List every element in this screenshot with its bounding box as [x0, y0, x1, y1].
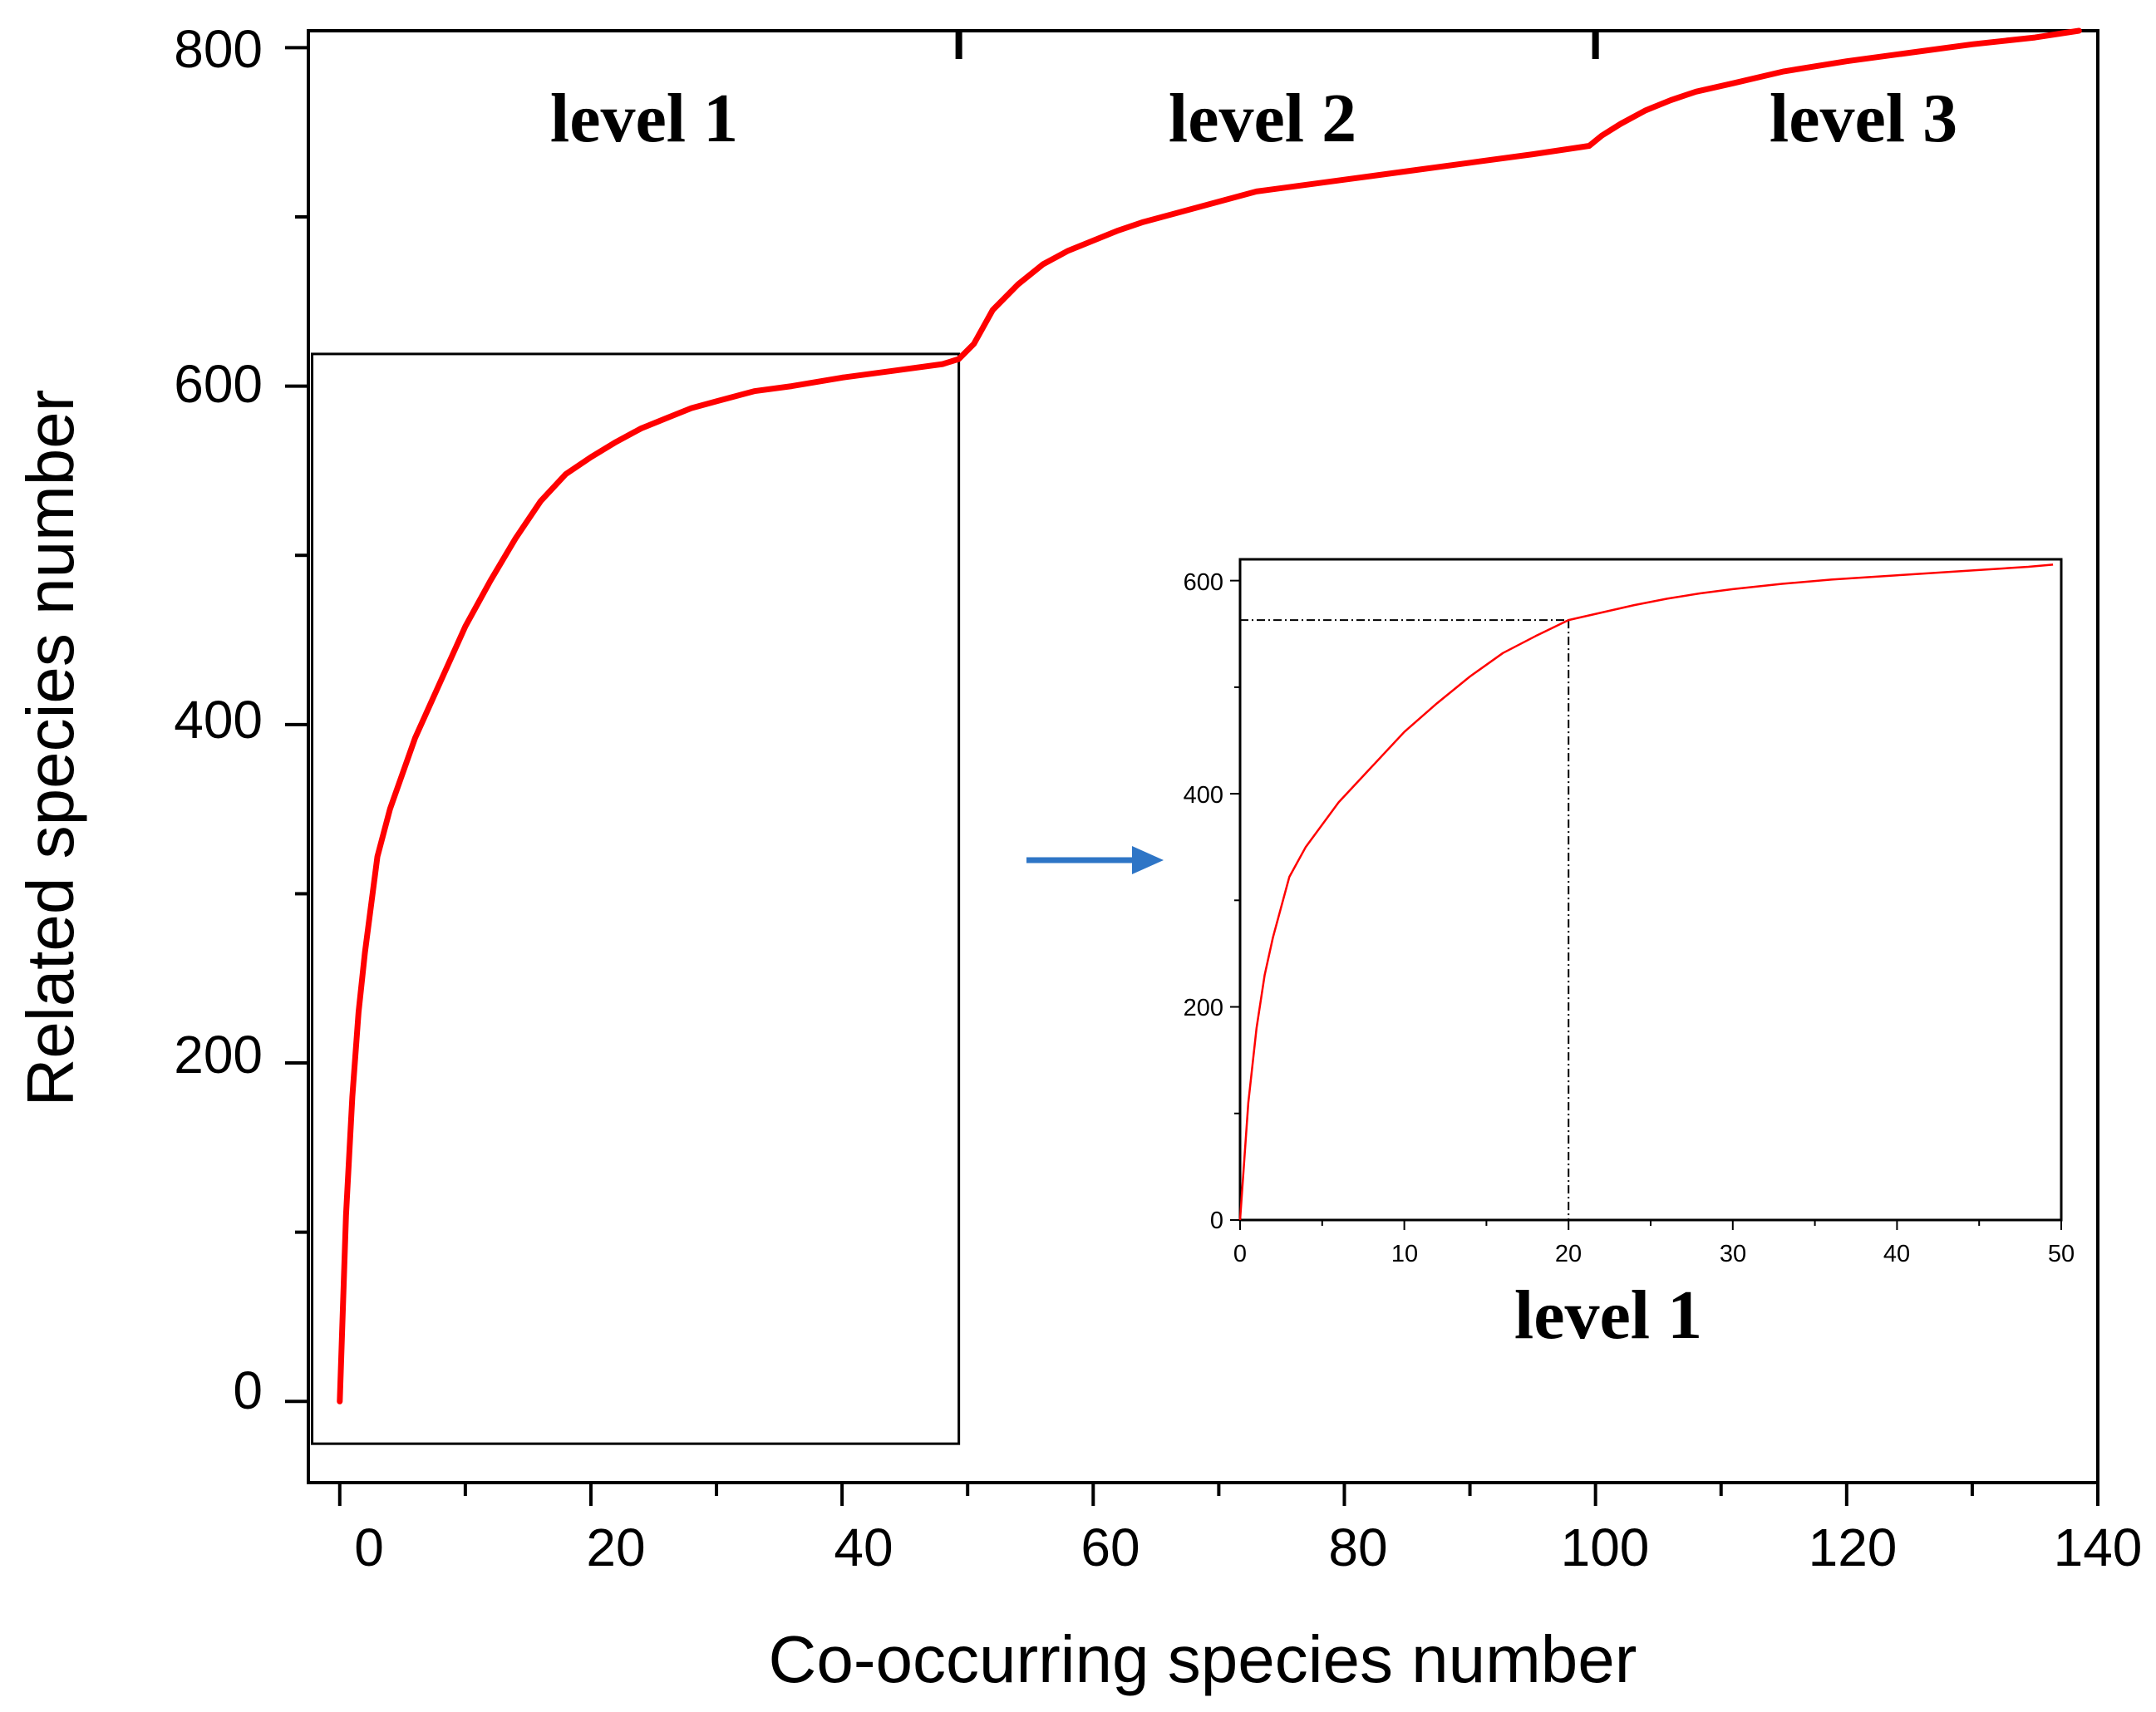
- inset-x-axis-title: level 1: [1514, 1277, 1702, 1354]
- inset-y-tick-label: 400: [1184, 782, 1223, 809]
- main-x-tick-label: 40: [834, 1518, 893, 1577]
- zoom-arrow-icon: [1026, 846, 1164, 874]
- main-x-tick-label: 120: [1809, 1518, 1898, 1577]
- main-y-tick-labels: 0 200 400 600 800: [174, 19, 263, 1420]
- inset-x-tick-label: 40: [1883, 1241, 1910, 1267]
- main-axes: [285, 31, 2099, 1506]
- main-x-tick-label: 100: [1561, 1518, 1650, 1577]
- inset-plot-frame: [1238, 558, 2063, 1222]
- inset-y-tick-label: 600: [1184, 569, 1223, 596]
- main-y-tick-label: 600: [174, 354, 263, 414]
- main-y-tick-label: 800: [174, 19, 263, 79]
- level-label-2: level 2: [1169, 80, 1356, 157]
- level-label-3: level 3: [1770, 80, 1957, 157]
- main-x-tick-label: 80: [1328, 1518, 1387, 1577]
- inset-x-tick-label: 30: [1720, 1241, 1746, 1267]
- inset-x-tick-label: 20: [1555, 1241, 1582, 1267]
- main-y-tick-label: 200: [174, 1025, 263, 1085]
- main-x-axis-title: Co-occurring species number: [769, 1622, 1637, 1696]
- inset-y-tick-label: 200: [1184, 995, 1223, 1021]
- level-label-1: level 1: [550, 80, 738, 157]
- main-x-tick-label: 140: [2054, 1518, 2143, 1577]
- inset-x-tick-label: 0: [1233, 1241, 1247, 1267]
- level1-zoom-box: [311, 352, 961, 1445]
- main-x-tick-label: 0: [354, 1518, 384, 1577]
- inset-x-tick-label: 50: [2048, 1241, 2075, 1267]
- main-series-line: [337, 27, 2082, 1405]
- inset-x-tick-labels: 0 10 20 30 40 50: [1233, 1241, 2075, 1267]
- inset-y-tick-labels: 0 200 400 600: [1184, 569, 1223, 1234]
- main-y-axis-title: Related species number: [13, 390, 87, 1107]
- inset-axes: [1230, 579, 2062, 1230]
- inset-series-line: [1238, 563, 2054, 1221]
- inset-x-tick-label: 10: [1391, 1241, 1418, 1267]
- main-x-tick-label: 60: [1080, 1518, 1140, 1577]
- main-y-tick-label: 0: [233, 1360, 263, 1420]
- main-y-tick-label: 400: [174, 690, 263, 750]
- main-x-tick-labels: 0 20 40 60 80 100 120 140: [354, 1518, 2142, 1577]
- main-x-tick-label: 20: [586, 1518, 645, 1577]
- main-plot-frame: [307, 29, 2099, 1484]
- inset-y-tick-label: 0: [1210, 1208, 1223, 1234]
